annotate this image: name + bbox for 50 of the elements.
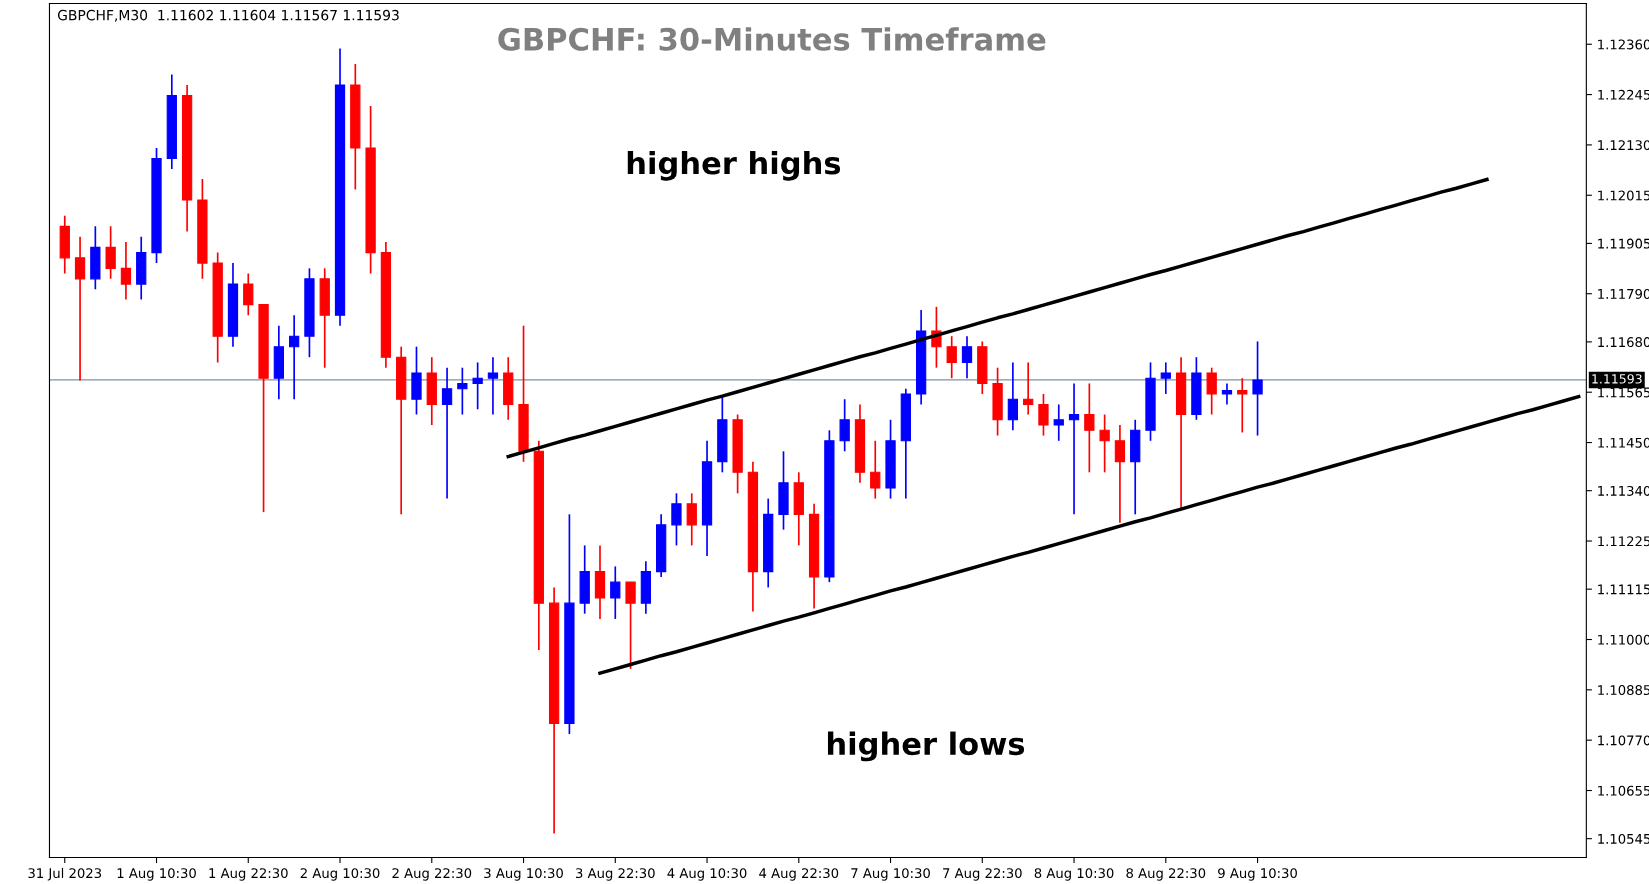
annotation: higher highs [627, 150, 841, 181]
candlestick [1252, 340, 1263, 437]
candlestick [1053, 403, 1064, 442]
x-tick-label: 7 Aug 10:30 [851, 868, 930, 881]
candlestick [120, 241, 132, 301]
x-tick-label: 2 Aug 22:30 [392, 868, 472, 881]
candlestick [243, 272, 254, 317]
x-tick-label: 7 Aug 22:30 [943, 868, 1022, 881]
candlestick [1237, 377, 1248, 434]
candlestick [625, 581, 636, 670]
annotation: higher lows [827, 731, 1025, 762]
candlestick [1206, 366, 1217, 416]
x-tick-label: 3 Aug 10:30 [484, 868, 563, 881]
x-tick-label: 31 Jul 2023 [28, 867, 102, 881]
candlestick [441, 366, 453, 500]
candlestick [671, 492, 682, 547]
candlestick [74, 235, 86, 382]
candlestick [487, 356, 499, 416]
line-series [598, 394, 1581, 675]
candlestick [870, 439, 881, 500]
candlestick [1099, 413, 1110, 474]
candlestick [472, 361, 483, 411]
candlestick [1160, 361, 1171, 395]
text: GBPCHF: 30-Minutes Timeframe [498, 27, 1046, 51]
candlestick [1114, 424, 1126, 524]
candlestick [105, 225, 116, 280]
candlestick [457, 366, 468, 416]
candlestick [1221, 382, 1233, 406]
x-tick-label: 3 Aug 22:30 [576, 868, 655, 881]
candlestick [1068, 382, 1080, 516]
x-tick-label: 1 Aug 10:30 [117, 868, 196, 881]
candlestick [610, 565, 621, 620]
candlestick [289, 314, 300, 401]
x-tick-label: 8 Aug 10:30 [1034, 868, 1114, 881]
candlestick [1084, 382, 1095, 474]
candlestick [1038, 393, 1049, 437]
candlestick [1007, 361, 1019, 432]
candlestick [686, 492, 697, 547]
x-tick-label: 4 Aug 22:30 [759, 868, 839, 881]
candlestick [961, 335, 973, 380]
candlestick [946, 335, 957, 380]
candlestick [1023, 361, 1034, 416]
annotation: GBPCHF,M30 1.11602 1.11604 1.11567 1.11593 [57, 9, 399, 22]
ref-line-label: 1.11593 [1592, 374, 1642, 384]
x-tick-label: 1 Aug 22:30 [209, 868, 288, 881]
x-tick-label: 8 Aug 22:30 [1126, 868, 1206, 881]
x-tick-label: 2 Aug 10:30 [300, 868, 380, 881]
x-tick-label: 9 Aug 10:30 [1218, 868, 1297, 881]
x-tick-label: 4 Aug 10:30 [667, 868, 747, 881]
candlestick [839, 398, 850, 453]
